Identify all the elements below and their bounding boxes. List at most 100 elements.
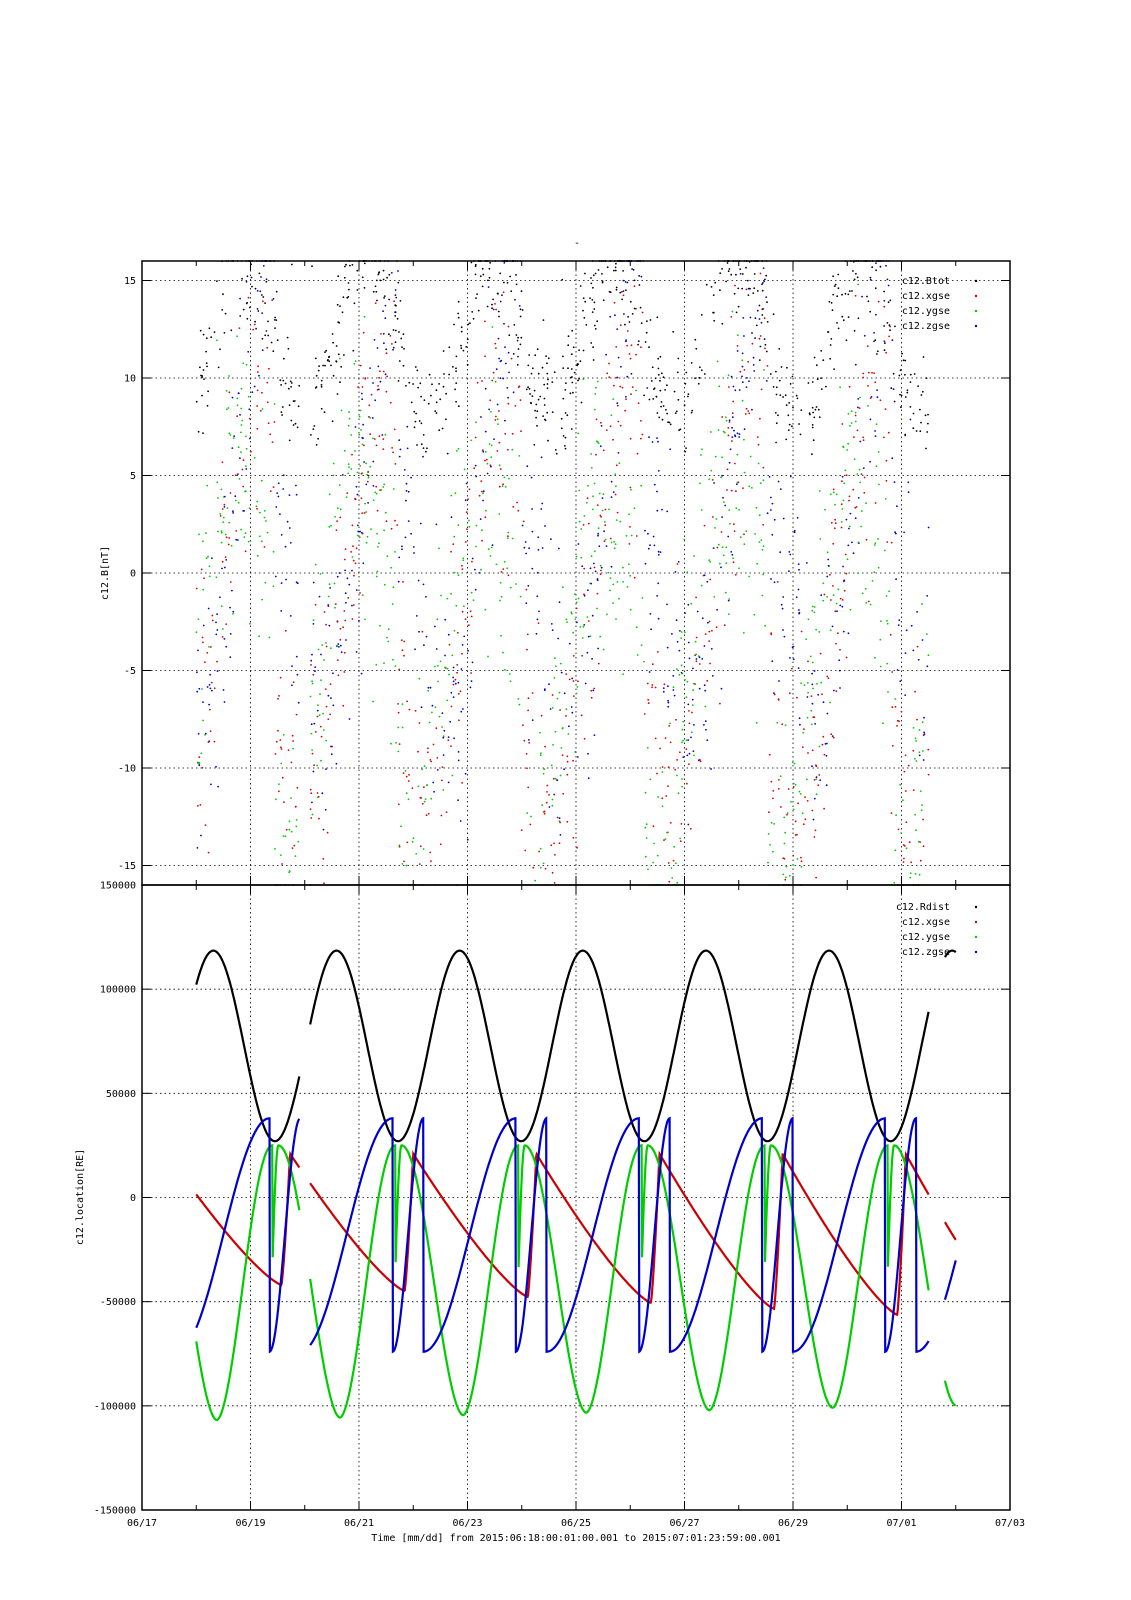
magnetic-field-point (727, 270, 730, 273)
magnetic-field-point (290, 830, 293, 833)
magnetic-field-point (862, 436, 865, 439)
magnetic-field-point (512, 505, 515, 508)
magnetic-field-point (385, 348, 388, 351)
magnetic-field-point (471, 557, 474, 560)
magnetic-field-point (815, 776, 818, 779)
magnetic-field-point (531, 719, 534, 721)
magnetic-field-point (280, 534, 283, 536)
magnetic-field-point (610, 541, 613, 544)
magnetic-field-point (457, 751, 460, 753)
magnetic-field-point (560, 671, 563, 674)
magnetic-field-point (822, 735, 825, 738)
magnetic-field-point (561, 754, 564, 757)
magnetic-field-point (394, 289, 397, 291)
magnetic-field-point (438, 383, 440, 385)
magnetic-field-point (401, 548, 403, 551)
magnetic-field-point (464, 772, 467, 775)
magnetic-field-point (755, 506, 758, 509)
magnetic-field-point (559, 821, 561, 824)
magnetic-field-point (275, 506, 278, 508)
magnetic-field-point (487, 655, 489, 658)
magnetic-field-point (223, 638, 226, 640)
magnetic-field-point (597, 662, 600, 665)
magnetic-field-point (295, 484, 297, 487)
magnetic-field-point (446, 597, 449, 600)
magnetic-field-point (318, 595, 321, 598)
magnetic-field-point (731, 440, 733, 442)
magnetic-field-point (895, 532, 897, 535)
magnetic-field-point (226, 507, 229, 509)
magnetic-field-point (403, 640, 406, 643)
magnetic-field-point (463, 635, 466, 638)
magnetic-field-point (453, 629, 456, 632)
magnetic-field-point (312, 623, 315, 625)
magnetic-field-point (364, 377, 367, 380)
magnetic-field-point (426, 447, 428, 450)
magnetic-field-point (200, 568, 203, 571)
magnetic-field-point (215, 765, 217, 768)
magnetic-field-point (738, 436, 741, 438)
magnetic-field-point (288, 820, 291, 823)
magnetic-field-point (704, 633, 707, 635)
magnetic-field-point (257, 365, 259, 368)
magnetic-field-point (482, 450, 485, 453)
magnetic-field-point (857, 283, 860, 286)
magnetic-field-point (575, 555, 578, 558)
magnetic-field-point (785, 876, 787, 879)
magnetic-field-legend-marker (974, 324, 978, 328)
magnetic-field-point (764, 347, 766, 350)
magnetic-field-point (273, 319, 276, 321)
magnetic-field-point (618, 462, 621, 465)
magnetic-field-point (363, 287, 366, 289)
magnetic-field-point (874, 502, 877, 504)
magnetic-field-point (599, 445, 602, 448)
magnetic-field-point (364, 618, 366, 621)
magnetic-field-point (533, 389, 536, 392)
magnetic-field-point (526, 812, 529, 814)
magnetic-field-point (533, 443, 536, 446)
magnetic-field-point (830, 302, 833, 304)
magnetic-field-point (506, 282, 509, 284)
magnetic-field-point (719, 289, 721, 292)
magnetic-field-point (741, 273, 744, 275)
magnetic-field-point (412, 546, 415, 548)
magnetic-field-point (721, 546, 724, 549)
magnetic-field-point (222, 628, 224, 630)
magnetic-field-point (812, 439, 815, 442)
magnetic-field-point (842, 319, 845, 322)
magnetic-field-point (882, 722, 884, 725)
magnetic-field-point (313, 764, 315, 766)
magnetic-field-point (728, 613, 730, 615)
magnetic-field-point (551, 804, 554, 807)
magnetic-field-point (594, 393, 597, 395)
magnetic-field-point (550, 538, 552, 541)
magnetic-field-point (275, 798, 277, 801)
magnetic-field-point (614, 314, 616, 317)
magnetic-field-point (747, 287, 750, 290)
magnetic-field-point (416, 369, 419, 372)
magnetic-field-point (771, 660, 774, 663)
magnetic-field-point (507, 531, 510, 534)
magnetic-field-point (703, 645, 706, 647)
magnetic-field-point (383, 662, 385, 664)
magnetic-field-point (378, 376, 380, 379)
magnetic-field-point (701, 658, 704, 660)
magnetic-field-point (869, 460, 871, 463)
magnetic-field-point (657, 617, 660, 620)
magnetic-field-point (355, 651, 358, 653)
magnetic-field-point (499, 468, 502, 470)
magnetic-field-point (595, 453, 597, 456)
magnetic-field-point (390, 527, 393, 530)
magnetic-field-point (889, 633, 892, 636)
magnetic-field-point (325, 623, 327, 626)
magnetic-field-point (871, 266, 874, 269)
magnetic-field-point (758, 337, 761, 340)
magnetic-field-point (280, 582, 283, 584)
magnetic-field-point (251, 285, 253, 288)
magnetic-field-point (395, 741, 397, 744)
magnetic-field-point (394, 341, 397, 343)
magnetic-field-point (582, 378, 585, 381)
x-tick-label: 06/19 (235, 1518, 265, 1529)
magnetic-field-point (926, 595, 929, 597)
magnetic-field-point (554, 854, 556, 856)
